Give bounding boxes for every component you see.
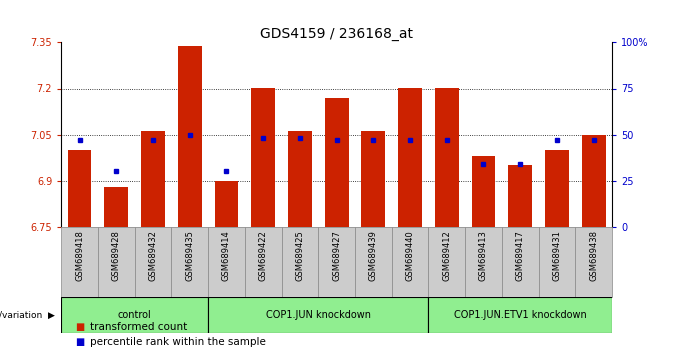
Bar [392, 227, 428, 297]
Bar [435, 88, 459, 227]
Bar [318, 227, 355, 297]
Text: COP1.JUN.ETV1 knockdown: COP1.JUN.ETV1 knockdown [454, 310, 587, 320]
Bar [135, 227, 171, 297]
Text: GSM689432: GSM689432 [148, 230, 158, 281]
Text: GSM689425: GSM689425 [295, 230, 305, 281]
Bar [208, 227, 245, 297]
Text: GSM689438: GSM689438 [589, 230, 598, 281]
Text: ■: ■ [75, 337, 84, 347]
Text: GSM689427: GSM689427 [332, 230, 341, 281]
Text: GSM689412: GSM689412 [442, 230, 452, 281]
Bar [104, 187, 129, 227]
Bar [539, 227, 575, 297]
Bar [208, 297, 428, 333]
Text: GSM689439: GSM689439 [369, 230, 378, 281]
Text: GSM689414: GSM689414 [222, 230, 231, 281]
Bar [581, 135, 606, 227]
Bar [428, 227, 465, 297]
Bar [282, 227, 318, 297]
Bar [214, 181, 239, 227]
Text: control: control [118, 310, 152, 320]
Bar [361, 131, 386, 227]
Bar [245, 227, 282, 297]
Bar [471, 156, 496, 227]
Bar [251, 88, 275, 227]
Title: GDS4159 / 236168_at: GDS4159 / 236168_at [260, 28, 413, 41]
Bar [398, 88, 422, 227]
Bar [502, 227, 539, 297]
Text: COP1.JUN knockdown: COP1.JUN knockdown [266, 310, 371, 320]
Bar [98, 227, 135, 297]
Text: GSM689435: GSM689435 [185, 230, 194, 281]
Bar [355, 227, 392, 297]
Bar [324, 98, 349, 227]
Bar [288, 131, 312, 227]
Text: percentile rank within the sample: percentile rank within the sample [90, 337, 266, 347]
Text: transformed count: transformed count [90, 322, 187, 332]
Text: GSM689413: GSM689413 [479, 230, 488, 281]
Bar [61, 227, 98, 297]
Bar [575, 227, 612, 297]
Bar [465, 227, 502, 297]
Bar [67, 150, 92, 227]
Text: GSM689431: GSM689431 [552, 230, 562, 281]
Text: ■: ■ [75, 322, 84, 332]
Text: genotype/variation  ▶: genotype/variation ▶ [0, 310, 54, 320]
Text: GSM689440: GSM689440 [405, 230, 415, 281]
Bar [177, 46, 202, 227]
Bar [508, 165, 532, 227]
Bar [428, 297, 612, 333]
Bar [61, 297, 208, 333]
Text: GSM689417: GSM689417 [515, 230, 525, 281]
Text: GSM689422: GSM689422 [258, 230, 268, 281]
Text: GSM689418: GSM689418 [75, 230, 84, 281]
Text: GSM689428: GSM689428 [112, 230, 121, 281]
Bar [171, 227, 208, 297]
Bar [545, 150, 569, 227]
Bar [141, 131, 165, 227]
